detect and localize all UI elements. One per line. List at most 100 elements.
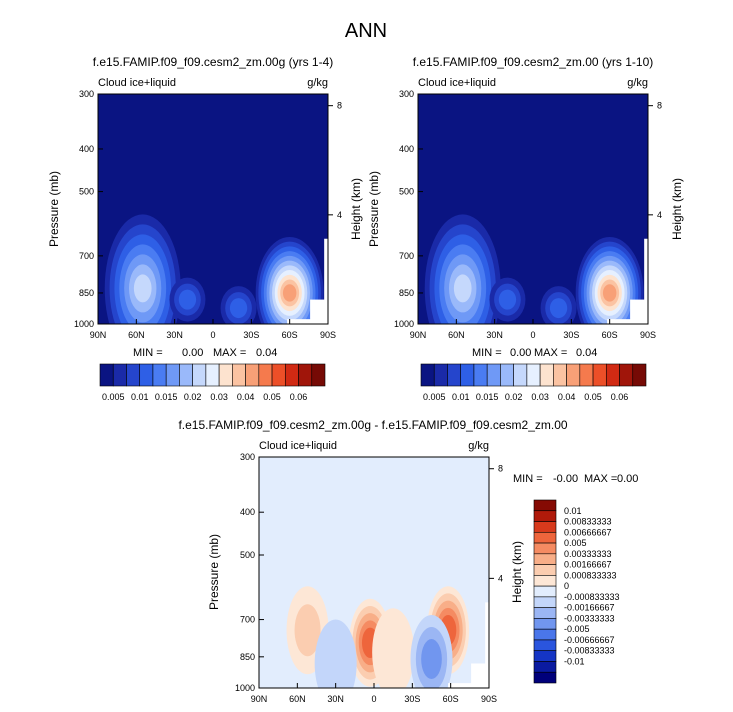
colorbar-label: 0 [564,581,569,591]
max-label: MAX = [213,347,246,359]
y-tick-label: 500 [240,550,255,560]
colorbar-swatch [179,363,193,387]
x-tick-label: 30S [563,330,579,340]
colorbar-label: 0.05 [263,392,281,402]
y-tick-label: 500 [399,187,414,197]
colorbar-swatch [513,363,528,387]
right-axis-label: Height (km) [510,541,524,603]
colorbar-swatch [152,363,167,387]
y-tick-label: 700 [399,251,414,261]
colorbar-label: 0.03 [531,392,549,402]
colorbar-swatch [245,363,260,387]
colorbar-swatch [533,531,557,544]
x-tick-label: 90N [251,694,268,704]
colorbar-swatch [433,363,448,387]
colorbar-label: 0.04 [558,392,576,402]
x-ticks: 90N 60N 30N 0 30S 60S 90S [410,319,656,340]
x-tick-label: 60N [128,330,145,340]
y-tick-label: 400 [79,144,94,154]
colorbar-label: 0.01 [131,392,149,402]
max-value: 0.04 [576,347,597,359]
right-ticks: 84 [489,464,503,583]
missing-data [607,319,648,324]
colorbar-swatch [632,363,647,387]
variable-label: Cloud ice+liquid [259,440,337,452]
colorbar-label: 0.01 [452,392,470,402]
y-tick-label: 1000 [394,319,414,329]
max-value: 0.00 [617,473,638,485]
page-title: ANN [345,20,387,42]
colorbar-label: 0.015 [476,392,499,402]
panel-top-right: f.e15.FAMIP.f09_f09.cesm2_zm.00 (yrs 1-1… [367,55,684,402]
y-axis-label: Pressure (mb) [47,171,61,247]
missing-data [324,238,328,324]
colorbar-label: 0.015 [155,392,178,402]
colorbar-swatch [533,553,557,565]
min-label: MIN = [513,473,543,485]
panel-top-left: f.e15.FAMIP.f09_f09.cesm2_zm.00g (yrs 1-… [47,55,363,402]
right-ticks: 84 [648,101,662,220]
colorbar: 0.010.008333330.006666670.0050.003333330… [533,499,620,684]
y-ticks: 300 400 500 700 850 1000 [74,89,103,329]
colorbar-swatch [533,542,557,555]
contour-band [294,604,321,657]
missing-data [630,299,648,324]
y-tick-label: 850 [399,288,414,298]
colorbar-swatch [447,363,462,387]
colorbar-swatch [486,363,501,387]
colorbar-swatch [533,671,557,684]
colorbar-label: 0.00666667 [564,527,612,537]
y-tick-label: 700 [79,251,94,261]
colorbar-swatch [258,363,273,387]
colorbar-label: 0.00833333 [564,517,612,527]
x-tick-label: 30S [404,694,420,704]
colorbar-label: -0.005 [564,624,590,634]
y-tick-label: 300 [399,89,414,99]
x-tick-label: 90N [90,330,107,340]
x-tick-label: 60N [448,330,465,340]
colorbar-swatch [533,564,557,576]
x-tick-label: 30S [243,330,259,340]
colorbar-swatch [218,363,233,387]
colorbar: 0.005 0.01 0.015 0.02 0.03 0.04 0.05 0.06 [420,363,647,402]
contour-band [453,274,472,303]
colorbar-label: -0.00333333 [564,613,615,623]
contour-band [602,284,617,302]
x-tick-label: 90S [320,330,336,340]
y-axis-label: Pressure (mb) [367,171,381,247]
contour-band [314,619,357,688]
contour-field [98,94,328,324]
colorbar-swatch [533,499,557,512]
max-label: MAX = [584,473,617,485]
colorbar-swatch [592,363,607,387]
colorbar-label: -0.01 [564,656,585,666]
right-ticks: 84 [328,101,342,220]
missing-data [310,299,328,324]
y-tick-label: 1000 [235,683,255,693]
min-label: MIN = [133,347,163,359]
x-tick-label: 0 [210,330,215,340]
y-axis-label: Pressure (mb) [207,534,221,610]
colorbar-swatch [533,585,557,598]
y-tick-label: 300 [79,89,94,99]
colorbar-swatch [539,363,554,387]
colorbar-swatch [192,363,207,387]
colorbar-label: -0.000833333 [564,592,620,602]
colorbar-swatch [139,363,154,387]
panel-title: f.e15.FAMIP.f09_f09.cesm2_zm.00 (yrs 1-1… [413,55,654,69]
colorbar-swatch [533,618,557,630]
colorbar-label: 0.00333333 [564,549,612,559]
missing-data [485,602,489,688]
missing-data [644,238,648,324]
colorbar-swatch [126,363,141,387]
colorbar-label: 0.005 [423,392,446,402]
colorbar-label: 0.05 [584,392,602,402]
colorbar-label: -0.00166667 [564,603,615,613]
colorbar-swatch [500,363,514,387]
colorbar-swatch [460,363,475,387]
contour-field [259,457,489,688]
contour-band [498,289,517,310]
contour-band [229,298,248,319]
right-tick-label: 4 [657,210,662,220]
right-tick-label: 4 [337,210,342,220]
